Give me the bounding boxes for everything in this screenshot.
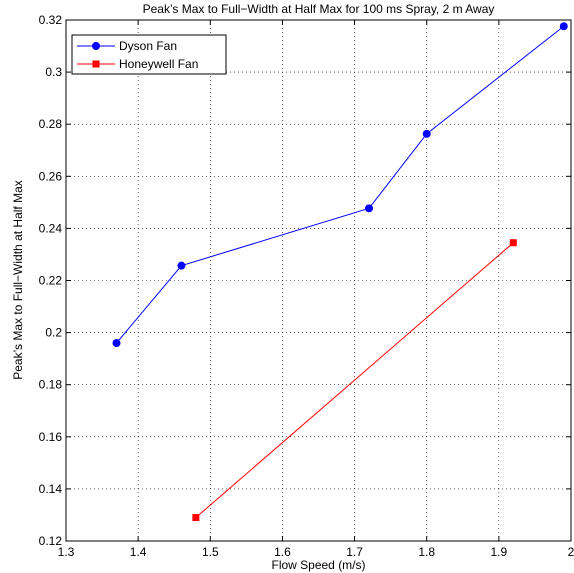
data-point xyxy=(177,261,186,270)
x-tick-label: 1.7 xyxy=(346,545,363,559)
grid-lines xyxy=(66,20,571,541)
x-tick-label: 1.5 xyxy=(202,545,219,559)
x-axis-label: Flow Speed (m/s) xyxy=(271,558,365,572)
legend-label-honeywell: Honeywell Fan xyxy=(119,57,198,71)
data-point xyxy=(422,129,431,138)
y-tick-label: 0.3 xyxy=(45,65,62,79)
y-tick-label: 0.2 xyxy=(45,326,62,340)
x-tick-label: 1.6 xyxy=(274,545,291,559)
chart-title: Peak’s Max to Full−Width at Half Max for… xyxy=(143,2,495,16)
y-tick-label: 0.26 xyxy=(39,169,63,183)
series-line-1 xyxy=(195,242,514,518)
data-point xyxy=(112,339,121,348)
x-tick-label: 1.3 xyxy=(58,545,75,559)
y-tick-label: 0.24 xyxy=(39,221,63,235)
x-tick-label: 2 xyxy=(568,545,574,559)
legend-marker-dyson xyxy=(92,42,100,50)
x-tick-label: 1.4 xyxy=(130,545,147,559)
x-tick-label: 1.9 xyxy=(491,545,508,559)
x-tick-label: 1.8 xyxy=(418,545,435,559)
y-tick-label: 0.14 xyxy=(39,482,63,496)
legend: Dyson Fan Honeywell Fan xyxy=(71,34,227,75)
y-tick-label: 0.16 xyxy=(39,430,63,444)
legend-marker-honeywell xyxy=(92,60,100,68)
y-tick-label: 0.12 xyxy=(39,534,63,548)
data-point xyxy=(365,204,373,213)
data-point xyxy=(192,514,200,522)
axis-ticks: 1.3 1.4 1.5 1.6 1.7 1.8 1.9 2 0.12 0.14 0.16 0.18 0.… xyxy=(39,13,574,559)
y-tick-label: 0.22 xyxy=(39,274,63,288)
y-tick-label: 0.28 xyxy=(39,117,63,131)
series-layer xyxy=(112,22,568,522)
data-point xyxy=(509,239,517,247)
y-axis-label: Peak’s Max to Full−Width at Half Max xyxy=(11,180,25,380)
data-point xyxy=(559,22,568,31)
y-tick-label: 0.32 xyxy=(39,13,63,27)
legend-label-dyson: Dyson Fan xyxy=(119,39,177,53)
y-tick-label: 0.18 xyxy=(39,378,63,392)
